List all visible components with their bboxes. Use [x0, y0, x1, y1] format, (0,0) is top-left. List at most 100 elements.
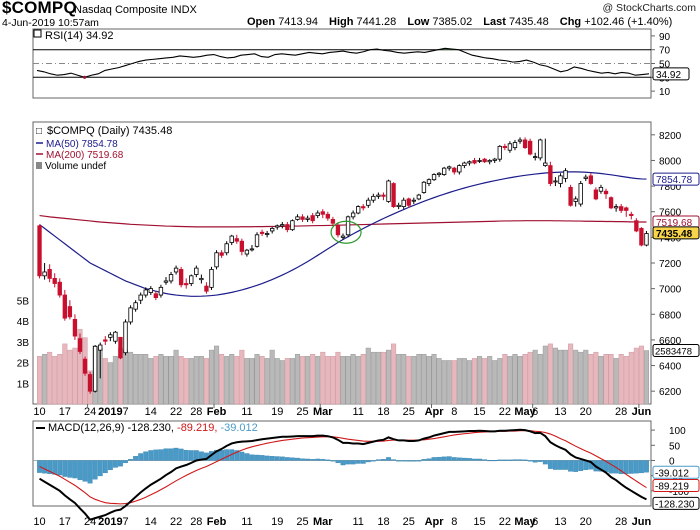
- macd-histogram-bar: [102, 460, 108, 474]
- candle-body: [507, 143, 513, 151]
- volume-bar: [446, 360, 452, 405]
- price-axis-label: 6800: [659, 310, 682, 321]
- price-x-axis-label: 25: [403, 406, 415, 418]
- volume-bar: [178, 356, 184, 405]
- macd-histogram-bar: [355, 460, 361, 464]
- stockcharts-watermark[interactable]: @ StockCharts.com: [602, 2, 696, 14]
- macd-histogram-bar: [406, 460, 412, 462]
- macd-histogram-bar: [527, 460, 533, 462]
- macd-histogram-bar: [219, 449, 225, 461]
- price-x-axis-label: 7: [122, 406, 128, 418]
- candle-body: [477, 160, 482, 162]
- macd-legend: MACD(12,26,9) -128.230, -89.219, -39.012: [48, 422, 258, 434]
- price-x-axis-label: 6: [532, 406, 538, 418]
- candle-body: [290, 220, 295, 231]
- candle-body: [441, 167, 447, 175]
- volume-bar: [441, 360, 447, 405]
- macd-x-axis-label: 2019: [98, 516, 122, 528]
- macd-tag-label: -128.230: [655, 499, 695, 510]
- candle-body: [487, 160, 492, 163]
- volume-bar: [391, 343, 397, 405]
- volume-bar: [122, 349, 129, 405]
- volume-axis-label: 3B: [17, 338, 30, 349]
- volume-bar: [229, 354, 235, 405]
- candle-body: [148, 288, 153, 293]
- candle-body: [295, 216, 300, 220]
- candle-body: [320, 211, 325, 215]
- macd-histogram-bar: [360, 460, 366, 464]
- macd-axis-label: 50: [669, 441, 681, 452]
- volume-bar: [325, 356, 331, 405]
- candle-body: [492, 158, 497, 161]
- volume-bar: [158, 354, 164, 405]
- macd-histogram-bar: [497, 459, 503, 461]
- candle-body: [300, 216, 305, 220]
- price-axis-label: 8000: [659, 156, 682, 167]
- candle-body: [219, 252, 224, 256]
- macd-histogram-bar: [133, 456, 139, 461]
- candle-body: [573, 198, 578, 202]
- macd-histogram-bar: [386, 457, 391, 461]
- volume-bar: [375, 351, 381, 405]
- macd-histogram-bar: [274, 456, 280, 461]
- volume-bar: [578, 351, 584, 405]
- macd-histogram-bar: [183, 449, 189, 461]
- candle-body: [366, 199, 371, 206]
- volume-bar: [62, 343, 68, 405]
- macd-histogram-bar: [87, 460, 93, 484]
- volume-bar: [628, 351, 634, 405]
- volume-bar: [492, 360, 498, 405]
- macd-axis-label: -100: [669, 487, 689, 498]
- candle-body: [512, 142, 518, 149]
- volume-bar: [573, 349, 579, 405]
- macd-histogram-bar: [244, 453, 250, 461]
- candle-body: [315, 212, 320, 216]
- candle-body: [608, 197, 614, 209]
- price-x-axis-label: 15: [473, 406, 485, 418]
- macd-x-axis-label: 14: [145, 516, 157, 528]
- price-legend-icon: □: [36, 126, 42, 137]
- volume-bar: [284, 358, 290, 405]
- macd-histogram-bar: [618, 460, 624, 474]
- macd-histogram-bar: [158, 449, 164, 461]
- macd-histogram-bar: [350, 460, 356, 465]
- candle-body: [199, 277, 204, 281]
- candle-body: [350, 212, 356, 218]
- quote-date: 4-Jun-2019 10:57am: [2, 17, 99, 29]
- candle-body: [502, 145, 508, 149]
- volume-bar: [193, 356, 199, 405]
- volume-bar: [598, 356, 604, 405]
- ma50-legend: MA(50) 7854.78: [46, 139, 118, 150]
- macd-histogram-bar: [67, 460, 73, 478]
- volume-bar: [618, 354, 624, 405]
- volume-bar: [532, 349, 538, 405]
- last-label: Last: [483, 16, 506, 28]
- volume-bar: [517, 356, 523, 405]
- volume-bar: [37, 356, 43, 405]
- candle-body: [52, 277, 57, 284]
- last-value: 7435.48: [508, 16, 549, 28]
- volume-bar: [487, 356, 493, 405]
- candle-body: [538, 139, 543, 159]
- price-x-axis-label: 25: [296, 406, 308, 418]
- macd-x-axis-label: Feb: [207, 516, 227, 528]
- index-name: Nasdaq Composite INDX: [74, 4, 197, 16]
- macd-histogram-bar: [401, 460, 407, 462]
- volume-bar: [436, 358, 442, 405]
- macd-histogram-bar: [396, 460, 402, 462]
- volume-bar: [411, 356, 417, 405]
- macd-x-axis-label: 22: [170, 516, 182, 528]
- macd-histogram-bar: [300, 458, 305, 461]
- rsi-oversold-mark: [83, 75, 87, 79]
- price-axis-label: 7200: [659, 259, 682, 270]
- open-label: Open: [247, 16, 276, 28]
- macd-histogram-bar: [72, 460, 78, 479]
- candle-body: [108, 334, 113, 338]
- volume-bar: [461, 358, 467, 405]
- candle-body: [371, 195, 376, 201]
- macd-histogram-bar: [310, 459, 316, 461]
- macd-histogram-bar: [563, 460, 568, 470]
- macd-histogram-bar: [325, 459, 331, 461]
- volume-bar: [401, 354, 407, 405]
